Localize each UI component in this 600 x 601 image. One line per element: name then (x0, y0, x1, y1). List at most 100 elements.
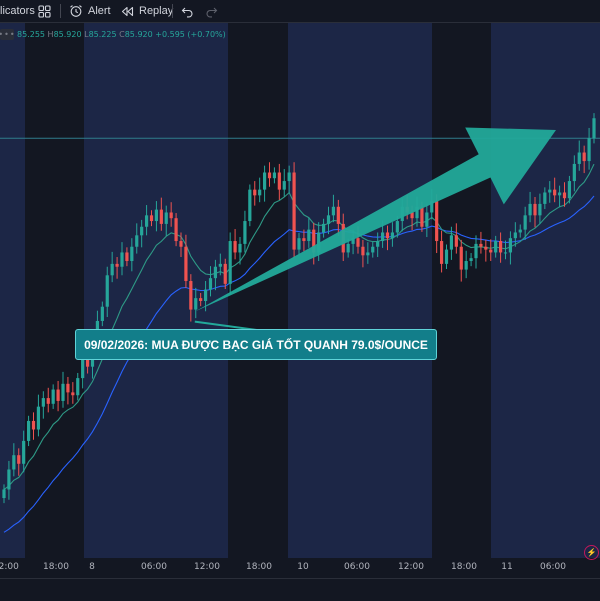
candle-body (331, 206, 336, 216)
candle-body (228, 241, 232, 284)
ohlc-close: 85.920 (124, 30, 153, 39)
alert-button[interactable]: Alert (69, 0, 111, 22)
candle-body (479, 243, 483, 247)
annotation-callout[interactable]: 09/02/2026: MUA ĐƯỢC BẠC GIÁ TỐT QUANH 7… (75, 329, 437, 360)
candle-body (267, 172, 272, 179)
x-tick-label: 12:00 (398, 562, 424, 572)
trend-arrow (194, 127, 557, 312)
candle-body (420, 206, 424, 227)
candle-body (548, 189, 552, 193)
candle-body (71, 392, 75, 396)
ohlc-low: 85.225 (88, 30, 117, 39)
candle-body (243, 221, 247, 244)
candle-body (430, 201, 434, 213)
alarm-clock-icon (69, 4, 83, 18)
candle-body (410, 212, 414, 219)
candle-body (489, 249, 493, 253)
candle-body (154, 209, 159, 222)
x-tick-label: 12:00 (194, 562, 220, 572)
candle-body (582, 152, 586, 162)
price-chart[interactable] (0, 0, 600, 578)
more-icon[interactable]: ••• (0, 29, 16, 40)
rewind-icon (121, 5, 134, 18)
candle-body (543, 192, 547, 204)
candle-body (395, 221, 399, 233)
candle-body (81, 358, 85, 379)
candle-body (184, 246, 188, 282)
candle-body (238, 243, 242, 253)
candle-body (258, 189, 262, 196)
candle-body (577, 152, 581, 164)
candle-body (498, 241, 503, 253)
ohlc-legend: ••• 85.255 H 85.920 L 85.225 C 85.920 +0.59… (0, 28, 226, 41)
candle-body (12, 455, 16, 470)
candle-body (61, 383, 65, 401)
candle-body (292, 172, 296, 250)
candle-body (130, 246, 134, 262)
x-tick-label: 18:00 (43, 562, 69, 572)
candle-body (508, 238, 513, 253)
candle-body (538, 203, 542, 216)
redo-button[interactable] (205, 0, 218, 22)
candle-body (194, 298, 198, 310)
candle-body (120, 252, 124, 267)
candle-body (189, 281, 193, 310)
replay-button[interactable]: Replay (121, 0, 173, 22)
candle-body (51, 389, 55, 404)
candle-body (503, 252, 508, 254)
candle-body (100, 306, 104, 321)
candle-body (553, 189, 557, 196)
redo-icon (205, 5, 218, 18)
candle-body (110, 263, 114, 276)
candle-body (439, 241, 444, 264)
candle-body (56, 389, 60, 401)
layout-grid-button[interactable] (38, 0, 51, 22)
lightning-icon[interactable]: ⚡ (584, 545, 599, 560)
candle-body (469, 258, 473, 262)
candle-body (272, 172, 277, 179)
candle-body (31, 420, 36, 430)
candle-body (41, 398, 45, 407)
ohlc-high: 85.920 (53, 30, 82, 39)
ohlc-low-key: L (84, 30, 89, 39)
top-toolbar: licators Alert Replay (0, 0, 600, 23)
candle-body (385, 232, 390, 239)
x-tick-label: 18:00 (451, 562, 477, 572)
indicators-button[interactable]: licators (0, 0, 35, 22)
candle-body (380, 232, 385, 242)
candle-body (326, 215, 331, 224)
candle-body (371, 246, 375, 253)
candle-body (528, 203, 532, 216)
toolbar-divider (172, 4, 173, 18)
x-tick-label: 8 (89, 562, 95, 572)
candle-body (518, 229, 522, 233)
x-tick-label: 11 (501, 562, 513, 572)
candle-body (523, 215, 527, 230)
candle-body (105, 275, 109, 307)
undo-button[interactable] (181, 0, 194, 22)
ohlc-open: 85.255 (17, 30, 45, 39)
candle-body (159, 209, 163, 224)
candle-body (248, 189, 252, 222)
candle-body (233, 241, 237, 253)
candle-body (567, 181, 572, 199)
candle-body (174, 218, 178, 242)
candle-body (2, 489, 6, 499)
grid-icon (38, 4, 51, 18)
candle-body (253, 189, 257, 196)
candle-body (366, 252, 370, 256)
annotation-text: 09/02/2026: MUA ĐƯỢC BẠC GIÁ TỐT QUANH 7… (84, 337, 428, 352)
candle-body (356, 238, 360, 247)
candle-body (144, 215, 149, 227)
candle-body (346, 243, 350, 253)
candle-body (484, 246, 488, 250)
candle-body (307, 229, 311, 242)
candle-body (312, 229, 316, 253)
candle-body (36, 406, 41, 430)
candle-body (199, 298, 203, 301)
candle-body (435, 201, 439, 242)
candle-body (66, 383, 70, 393)
time-axis[interactable]: 12:00 18:00 8 06:00 12:00 18:00 10 06:00 12:00 18… (0, 558, 600, 578)
candle-body (203, 289, 208, 301)
candle-body (115, 263, 119, 267)
